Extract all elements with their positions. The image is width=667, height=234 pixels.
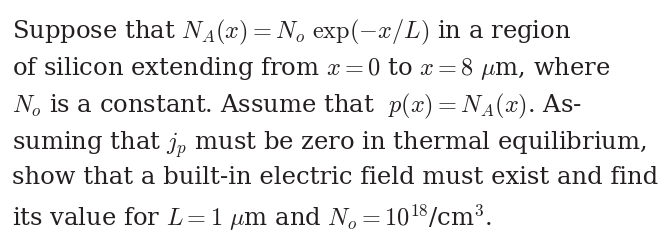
- Text: $N_o$ is a constant. Assume that  $p(x) = N_A(x)$. As-: $N_o$ is a constant. Assume that $p(x) =…: [12, 92, 582, 121]
- Text: suming that $j_p$ must be zero in thermal equilibrium,: suming that $j_p$ must be zero in therma…: [12, 129, 647, 160]
- Text: Suppose that $N_A(x) = N_o\ \exp(-x/L)$ in a region: Suppose that $N_A(x) = N_o\ \exp(-x/L)$ …: [12, 18, 571, 47]
- Text: its value for $L = 1\ \mu$m and $N_o = 10^{18}$/cm$^3$.: its value for $L = 1\ \mu$m and $N_o = 1…: [12, 203, 492, 233]
- Text: show that a built-in electric field must exist and find: show that a built-in electric field must…: [12, 166, 658, 189]
- Text: of silicon extending from $x = 0$ to $x = 8\ \mu$m, where: of silicon extending from $x = 0$ to $x …: [12, 55, 610, 82]
